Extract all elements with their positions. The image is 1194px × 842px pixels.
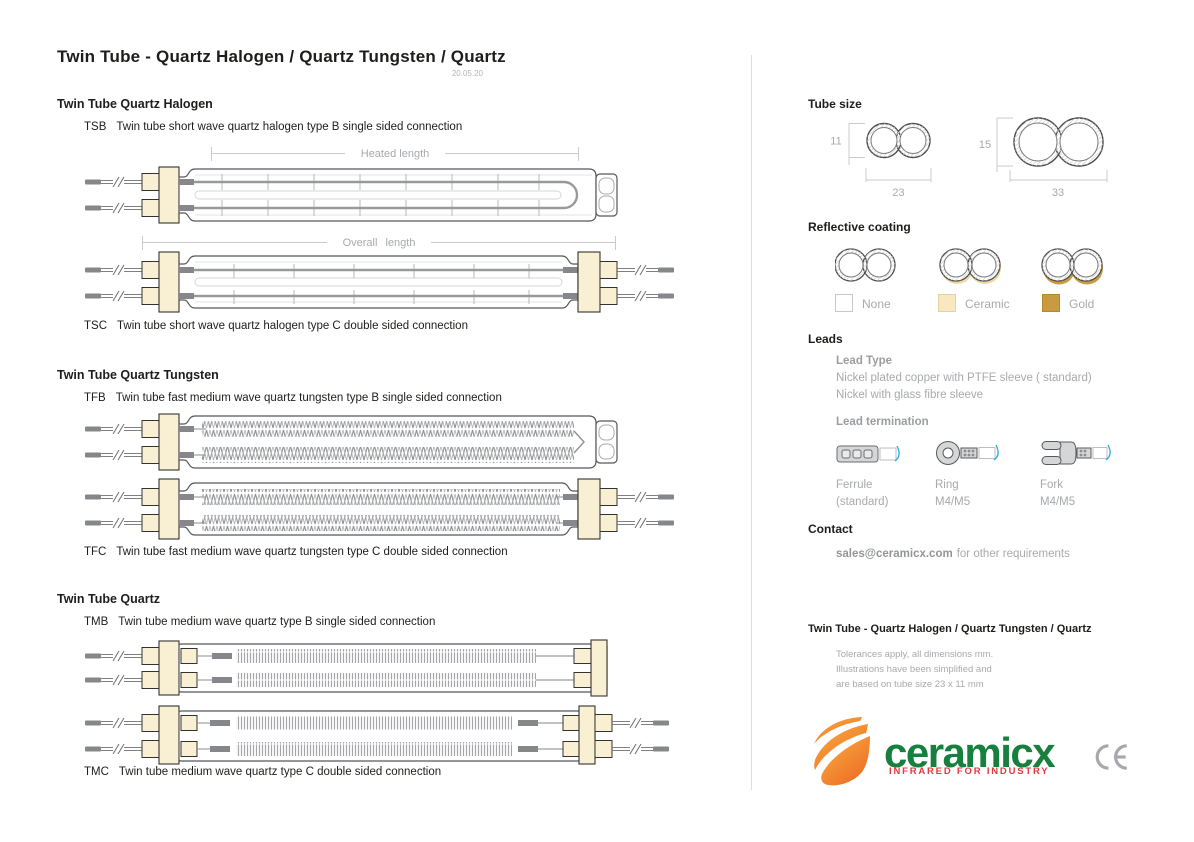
coating-icon-gold: [1041, 248, 1103, 285]
ceramicx-wordmark: ceramicx: [884, 729, 1056, 776]
dim-height: 15: [979, 139, 991, 151]
tube-size-heading: Tube size: [808, 97, 862, 111]
coil-band: [236, 649, 536, 663]
section-heading-halogen: Twin Tube Quartz Halogen: [57, 97, 213, 111]
contact-note: for other requirements: [956, 548, 1070, 560]
dim-height: 11: [830, 136, 841, 148]
item-label-tfc: TFC Twin tube fast medium wave quartz tun…: [84, 546, 508, 558]
overall-length-dimension: Overall length: [142, 235, 616, 250]
page-title: Twin Tube - Quartz Halogen / Quartz Tung…: [57, 47, 506, 66]
cross-section-large: 15 33: [979, 117, 1108, 199]
overall-length-label: Overall length: [342, 236, 416, 249]
contact-heading: Contact: [808, 522, 853, 536]
swatch-gold: [1042, 294, 1060, 312]
swatch-label-gold: Gold: [1069, 297, 1095, 311]
tsc-diagram: [84, 251, 675, 313]
footer-doc-title: Twin Tube - Quartz Halogen / Quartz Tung…: [808, 623, 1092, 635]
item-desc: Twin tube medium wave quartz type C doub…: [118, 766, 442, 778]
section-heading-quartz: Twin Tube Quartz: [57, 592, 161, 606]
swatch-ceramic: [938, 294, 956, 312]
item-desc: Twin tube fast medium wave quartz tungst…: [115, 392, 502, 404]
swatch-none: [835, 294, 853, 312]
item-desc: Twin tube short wave quartz halogen type…: [117, 320, 468, 332]
lead-type-option: Nickel with glass fibre sleeve: [836, 389, 984, 401]
item-label-tmb: TMB Twin tube medium wave quartz type B s…: [84, 616, 435, 628]
item-code: TSB: [84, 121, 107, 133]
brand-tagline: INFRARED FOR INDUSTRY: [889, 766, 1050, 777]
ceramicx-flame-icon: [814, 717, 870, 786]
tsb-diagram: [84, 166, 618, 224]
contact-line: sales@ceramicx.com for other requirements: [836, 548, 1070, 560]
coating-icon-ceramic: [939, 248, 1001, 284]
cross-section-small: 11 23: [830, 122, 932, 199]
tube-size-diagram: 11 23 15 33: [830, 117, 1108, 199]
tube-row: [180, 741, 580, 757]
tfb-diagram: [84, 413, 618, 471]
coil-band: [236, 716, 512, 730]
tube-row: [180, 715, 580, 731]
heated-length-dimension: Heated length: [211, 146, 579, 161]
item-code: TFC: [84, 546, 107, 558]
footer-notes: Tolerances apply, all dimensions mm. Ill…: [836, 649, 994, 690]
tfc-diagram: [84, 478, 675, 540]
column-divider: [751, 55, 752, 790]
item-label-tfb: TFB Twin tube fast medium wave quartz tun…: [84, 392, 502, 404]
item-label-tsb: TSB Twin tube short wave quartz halogen t…: [84, 121, 462, 133]
item-desc: Twin tube fast medium wave quartz tungst…: [116, 546, 508, 558]
reflective-coating-heading: Reflective coating: [808, 220, 911, 234]
dim-width: 33: [1052, 187, 1064, 199]
item-desc: Twin tube medium wave quartz type B sing…: [118, 616, 436, 628]
dim-width: 23: [892, 187, 904, 199]
tube-row: [180, 672, 592, 688]
termination-label-ferrule: Ferrule (standard): [836, 479, 889, 508]
ce-mark-icon: [1095, 744, 1127, 770]
lead-type-option: Nickel plated copper with PTFE sleeve ( …: [836, 372, 1092, 384]
coil-band: [202, 515, 560, 531]
item-label-tmc: TMC Twin tube medium wave quartz type C d…: [84, 766, 441, 778]
filament: [179, 180, 579, 210]
coil-band: [236, 742, 512, 756]
section-heading-tungsten: Twin Tube Quartz Tungsten: [57, 368, 219, 382]
leads-heading: Leads: [808, 332, 843, 346]
termination-label-fork: Fork M4/M5: [1040, 479, 1076, 508]
lead-type-heading: Lead Type: [836, 355, 893, 367]
tube-row: [180, 648, 592, 664]
item-code: TMC: [84, 766, 109, 778]
fork-terminal-icon: [1041, 441, 1111, 465]
item-label-tsc: TSC Twin tube short wave quartz halogen t…: [84, 320, 468, 332]
ring-terminal-icon: [936, 441, 999, 465]
termination-label-ring: Ring M4/M5: [935, 479, 971, 508]
item-code: TSC: [84, 320, 107, 332]
heated-length-label: Heated length: [360, 147, 430, 160]
coil-band: [202, 447, 574, 463]
contact-email[interactable]: sales@ceramicx.com: [836, 548, 953, 560]
coating-icon-none: [835, 248, 896, 282]
tmb-diagram: [84, 639, 608, 697]
item-code: TMB: [84, 616, 109, 628]
item-code: TFB: [84, 392, 106, 404]
coil-band: [202, 489, 560, 505]
ferrule-icon: [836, 445, 900, 463]
tmc-diagram: [84, 705, 670, 765]
coil-band: [236, 673, 536, 687]
coating-icons: [835, 248, 1103, 285]
item-desc: Twin tube short wave quartz halogen type…: [116, 121, 463, 133]
swatch-label-none: None: [862, 297, 891, 311]
swatch-label-ceramic: Ceramic: [965, 297, 1010, 311]
revision-date: 20.05.20: [451, 69, 483, 78]
coil-band: [202, 421, 574, 437]
lead-termination-heading: Lead termination: [836, 416, 929, 428]
